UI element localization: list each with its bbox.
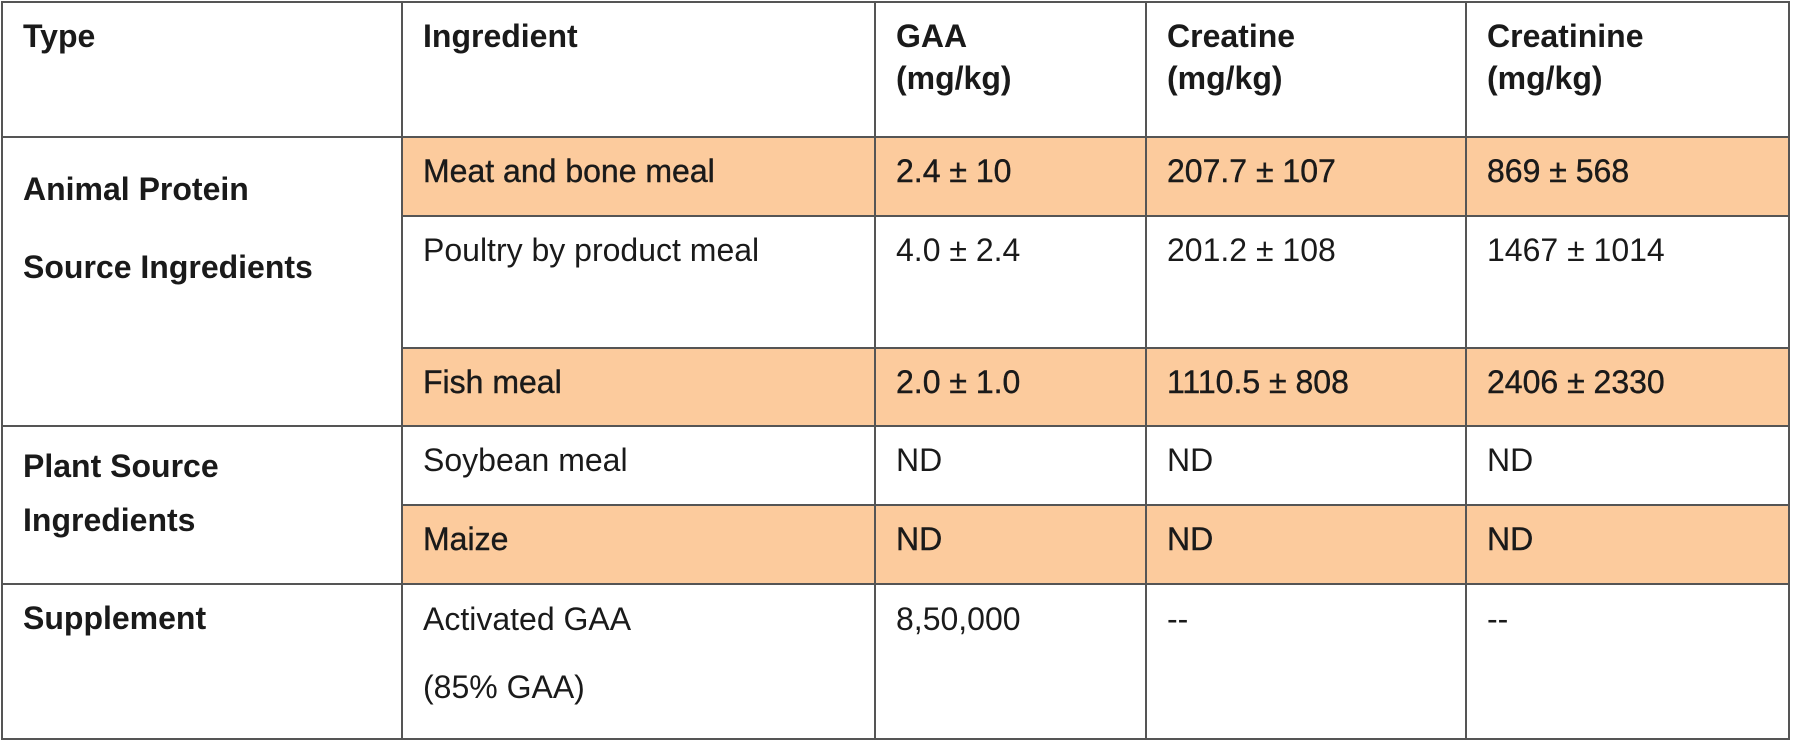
header-cell: Creatine (mg/kg) — [1145, 1, 1467, 138]
value-cell: 1110.5 ± 808 — [1145, 347, 1467, 427]
header-cell: Ingredient — [401, 1, 876, 138]
value-cell: ND — [1145, 425, 1467, 506]
header-cell: GAA (mg/kg) — [874, 1, 1147, 138]
ingredient-cell: Poultry by product meal — [401, 215, 876, 349]
value-cell: ND — [874, 504, 1147, 585]
cell-text: Fish meal — [423, 364, 562, 400]
ingredient-cell: Soybean meal — [401, 425, 876, 506]
cell-text: Ingredient — [423, 18, 578, 54]
table-row: Maize ND ND ND — [2, 504, 1790, 585]
value-cell: 2.0 ± 1.0 — [874, 347, 1147, 427]
cell-text: (mg/kg) — [896, 60, 1012, 96]
cell-text: Creatinine — [1487, 18, 1644, 54]
cell-text: (85% GAA) — [423, 669, 585, 705]
cell-text: (mg/kg) — [1487, 60, 1603, 96]
ingredient-cell: Meat and bone meal — [401, 136, 876, 217]
value-cell: -- — [1465, 583, 1790, 740]
cell-text: GAA — [896, 18, 968, 54]
type-cell: Supplement — [1, 583, 403, 740]
cell-text: Type — [23, 18, 96, 54]
value-cell: ND — [1465, 504, 1790, 585]
header-row: Type Ingredient GAA (mg/kg) Creatine (mg/kg) C… — [1, 1, 1790, 138]
table-row: Fish meal 2.0 ± 1.0 1110.5 ± 808 2406 ± 233… — [2, 347, 1790, 427]
cell-text: Source Ingredients — [23, 249, 313, 285]
type-cell: Animal Protein Source Ingredients — [1, 136, 403, 427]
value-cell: 869 ± 568 — [1465, 136, 1790, 217]
type-cell: Plant Source Ingredients — [1, 425, 403, 585]
cell-text: Activated GAA — [423, 601, 632, 637]
table-row: Animal Protein Source Ingredients Meat and… — [1, 136, 1790, 427]
ingredient-cell: Activated GAA (85% GAA) — [401, 583, 876, 740]
table-row: Poultry by product meal 4.0 ± 2.4 201.2 ± … — [2, 215, 1790, 349]
cell-text: Poultry by product meal — [423, 232, 760, 268]
table-row: Supplement Activated GAA (85% GAA) 8,50,000… — [1, 583, 1790, 740]
value-cell: 1467 ± 1014 — [1465, 215, 1790, 349]
cell-text: Supplement — [23, 600, 207, 636]
cell-text: Soybean meal — [423, 442, 628, 478]
value-cell: 8,50,000 — [874, 583, 1147, 740]
value-cell: 2.4 ± 10 — [874, 136, 1147, 217]
cell-text: Creatine — [1167, 18, 1296, 54]
table-row: Plant Source Ingredients Soybean meal ND ND N… — [1, 425, 1790, 585]
value-cell: 4.0 ± 2.4 — [874, 215, 1147, 349]
value-cell: -- — [1145, 583, 1467, 740]
cell-text: Plant Source — [23, 448, 219, 484]
cell-text: Animal Protein — [23, 171, 249, 207]
value-cell: 2406 ± 2330 — [1465, 347, 1790, 427]
ingredient-cell: Maize — [401, 504, 876, 585]
header-cell: Creatinine (mg/kg) — [1465, 1, 1790, 138]
cell-text: (mg/kg) — [1167, 60, 1283, 96]
cell-text: Ingredients — [23, 502, 196, 538]
value-cell: ND — [874, 425, 1147, 506]
header-cell: Type — [1, 1, 403, 138]
value-cell: ND — [1145, 504, 1467, 585]
ingredient-cell: Fish meal — [401, 347, 876, 427]
value-cell: 201.2 ± 108 — [1145, 215, 1467, 349]
cell-text: Maize — [423, 521, 509, 557]
cell-text: Meat and bone meal — [423, 153, 715, 189]
value-cell: 207.7 ± 107 — [1145, 136, 1467, 217]
value-cell: ND — [1465, 425, 1790, 506]
